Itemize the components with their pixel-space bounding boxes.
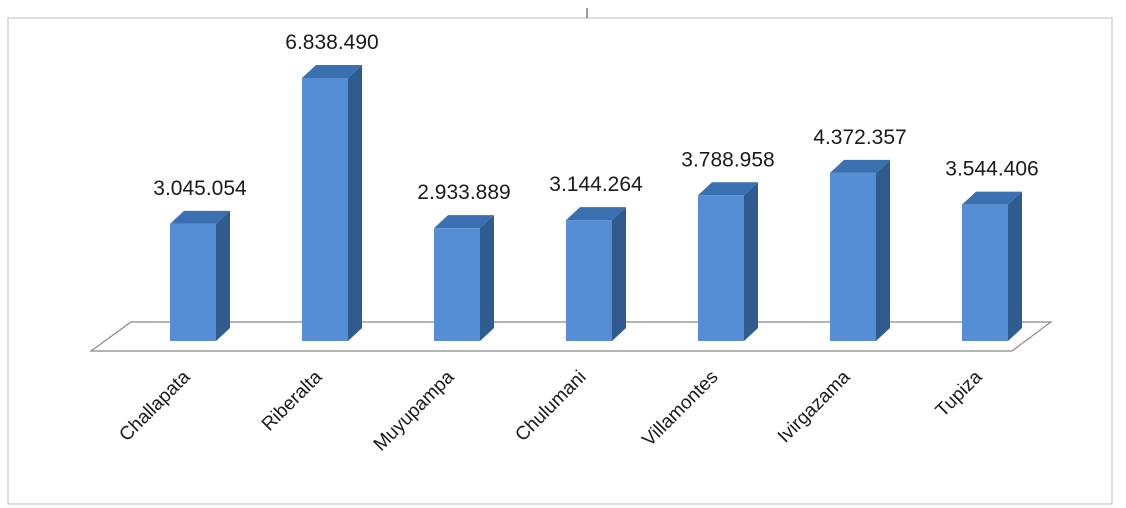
bar: [830, 172, 876, 341]
bars-group: [170, 65, 1022, 341]
bar: [962, 204, 1008, 341]
bar-top: [830, 159, 890, 173]
bar: [698, 195, 744, 341]
bar-side: [744, 182, 758, 341]
bar-top: [698, 182, 758, 196]
bar-top: [434, 215, 494, 229]
bar-side: [612, 207, 626, 341]
bar-side: [480, 215, 494, 341]
bar: [170, 223, 216, 341]
value-label: 6.838.490: [285, 31, 378, 54]
value-label: 3.045.054: [153, 177, 247, 200]
bar-top: [962, 191, 1022, 205]
value-label: 2.933.889: [417, 181, 510, 204]
bar-side: [1008, 191, 1022, 341]
bar-top: [302, 65, 362, 78]
value-label: 4.372.357: [813, 126, 906, 149]
value-label: 3.544.406: [945, 158, 1038, 181]
value-labels-group: 3.045.054 6.838.490 2.933.889 3.144.264 3.78…: [153, 31, 1038, 204]
bar: [566, 220, 612, 341]
bar-top: [170, 210, 230, 224]
value-label: 3.788.958: [681, 148, 774, 171]
bar-side: [216, 210, 230, 341]
value-label: 3.144.264: [549, 173, 643, 196]
bar: [302, 78, 348, 341]
bar-side: [348, 65, 362, 341]
bar-top: [566, 207, 626, 221]
bar-side: [876, 159, 890, 341]
bar: [434, 228, 480, 341]
